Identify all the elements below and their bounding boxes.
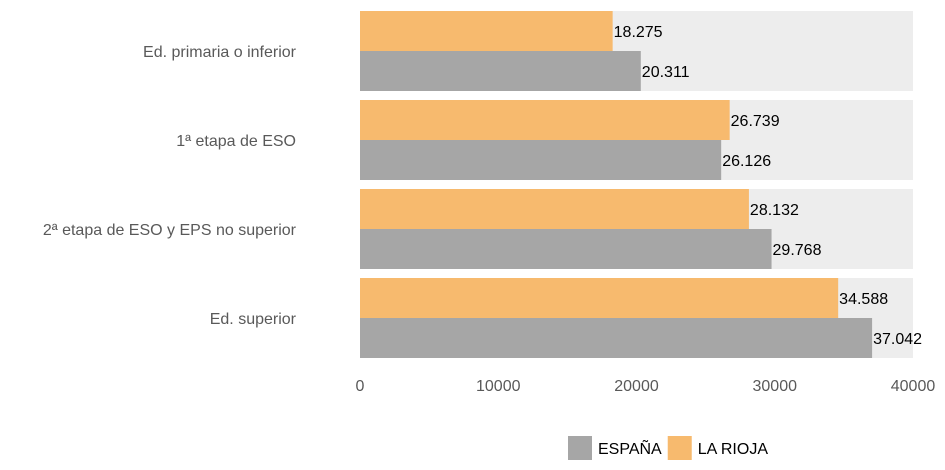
x-tick-label: 40000 (891, 378, 936, 395)
legend-swatch (568, 436, 592, 460)
legend-label: LA RIOJA (698, 441, 769, 458)
data-label: 18.275 (614, 24, 663, 41)
data-label: 20.311 (642, 64, 690, 81)
x-tick-label: 20000 (614, 378, 659, 395)
x-axis-ticks: 0 10000 20000 30000 40000 (356, 378, 936, 395)
bar (360, 189, 749, 229)
category-label: 2ª etapa de ESO y EPS no superior (43, 222, 297, 239)
data-label: 34.588 (839, 291, 888, 308)
bar (360, 140, 722, 180)
category-label: Ed. superior (210, 311, 297, 328)
bar (360, 11, 613, 51)
x-tick-label: 0 (356, 378, 365, 395)
bar (360, 318, 873, 358)
category-labels: Ed. primaria o inferior 1ª etapa de ESO 2ª… (43, 44, 297, 328)
bars (360, 11, 873, 358)
data-label: 28.132 (750, 202, 799, 219)
legend: ESPAÑA LA RIOJA (568, 436, 768, 460)
category-label: 1ª etapa de ESO (176, 133, 296, 150)
bar (360, 51, 641, 91)
data-label: 26.739 (731, 113, 780, 130)
legend-swatch (667, 436, 692, 460)
x-tick-label: 10000 (476, 378, 521, 395)
bar (360, 278, 839, 318)
data-label: 29.768 (773, 242, 822, 259)
bar (360, 229, 772, 269)
legend-label: ESPAÑA (598, 438, 662, 458)
data-label: 26.126 (722, 153, 771, 170)
category-label: Ed. primaria o inferior (143, 44, 297, 61)
data-label: 37.042 (873, 331, 922, 348)
bar (360, 100, 730, 140)
value-labels: 18.275 20.311 26.739 26.126 28.132 29.768 34.5… (614, 24, 922, 348)
x-tick-label: 30000 (753, 378, 798, 395)
